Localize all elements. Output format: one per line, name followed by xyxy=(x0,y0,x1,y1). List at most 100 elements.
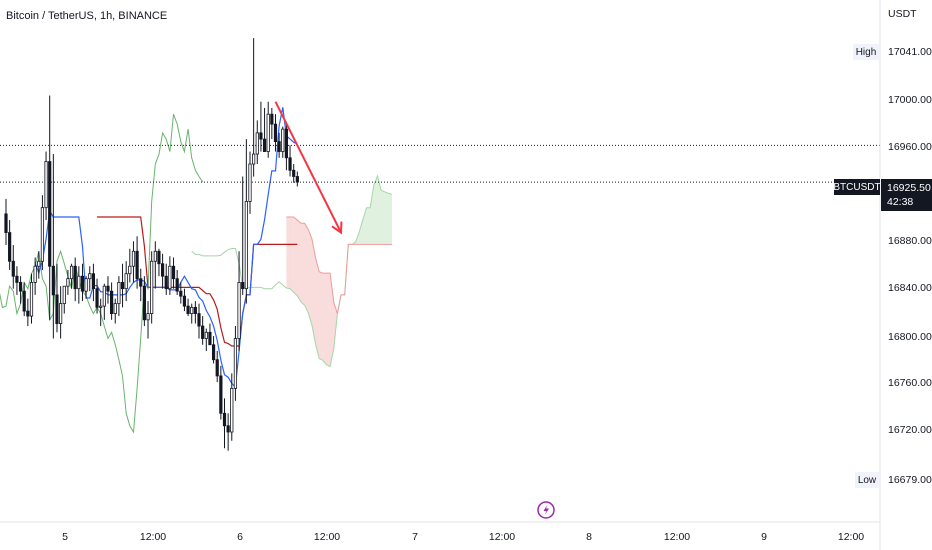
down-candle xyxy=(179,282,183,304)
candle-body xyxy=(201,325,205,339)
price-axis[interactable]: USDT 17041.00 17000.00 16960.00 16880.00… xyxy=(888,8,932,486)
down-candle xyxy=(48,95,52,320)
down-candle xyxy=(273,114,278,152)
candle-body xyxy=(102,285,106,307)
up-candle xyxy=(44,151,48,221)
up-candle xyxy=(237,251,241,351)
cloud-segment xyxy=(300,223,305,306)
candle-body xyxy=(222,412,227,427)
cloud-segment xyxy=(297,220,301,303)
down-candle xyxy=(142,276,146,327)
time-tick: 9 xyxy=(761,531,767,543)
candle-body xyxy=(124,273,128,290)
down-candle xyxy=(241,176,245,295)
time-axis[interactable]: 5 12:00 6 12:00 7 12:00 8 12:00 9 12:00 xyxy=(62,531,864,543)
candle-body xyxy=(270,113,274,125)
candle-body xyxy=(22,290,26,312)
candle-body xyxy=(226,425,230,433)
down-candle xyxy=(215,350,219,383)
candle-body xyxy=(139,278,143,287)
trend-arrow-head xyxy=(331,221,343,235)
time-tick: 12:00 xyxy=(314,531,340,543)
cloud-segment xyxy=(373,175,378,245)
down-candle xyxy=(55,263,59,333)
candle-body xyxy=(40,207,45,262)
candle-body xyxy=(153,250,157,262)
symbol-badge xyxy=(834,179,880,195)
leading-span-b xyxy=(286,216,392,314)
down-candle xyxy=(15,266,19,295)
down-candle xyxy=(95,278,99,314)
price-tick: 16679.00 xyxy=(888,474,932,486)
low-tag-label: Low xyxy=(858,475,877,486)
cloud-segment xyxy=(304,223,309,313)
leading-span-a xyxy=(191,174,393,368)
up-candle xyxy=(150,251,154,324)
candle-body xyxy=(241,282,245,290)
down-candle xyxy=(259,101,263,152)
candle-body xyxy=(66,278,70,287)
up-candle xyxy=(117,276,121,317)
candle-body xyxy=(208,331,212,346)
cloud-segment xyxy=(388,193,393,245)
base-line xyxy=(97,216,298,347)
candle-body xyxy=(193,306,197,314)
down-candle xyxy=(186,298,190,317)
candle-body xyxy=(281,128,285,152)
time-tick: 8 xyxy=(586,531,592,543)
candle-body xyxy=(244,201,248,290)
trend-arrow-line xyxy=(274,101,342,234)
candle-body xyxy=(18,282,23,292)
down-candle xyxy=(91,263,95,302)
time-tick: 7 xyxy=(412,531,418,543)
time-tick: 12:00 xyxy=(140,531,166,543)
up-candle xyxy=(230,373,234,441)
down-candle xyxy=(226,413,230,451)
candle-body xyxy=(33,265,37,283)
trend-arrow[interactable] xyxy=(274,101,343,235)
up-candle xyxy=(69,263,74,289)
symbol-badge-label: BTCUSDT xyxy=(833,182,880,193)
candle-body xyxy=(80,275,85,292)
price-tick: 17000.00 xyxy=(888,94,932,106)
candle-body xyxy=(37,260,41,267)
up-candle xyxy=(102,283,106,320)
candle-body xyxy=(160,263,165,277)
candle-body xyxy=(88,273,92,280)
candle-body xyxy=(252,153,256,165)
lagging-span xyxy=(0,114,204,434)
cloud-segment xyxy=(381,190,385,245)
cloud-segment xyxy=(377,175,382,245)
down-candle xyxy=(160,253,165,289)
cloud-segment xyxy=(319,271,323,361)
down-candle xyxy=(22,282,26,317)
cloud-segment xyxy=(290,217,294,293)
up-candle xyxy=(77,266,81,304)
up-candle xyxy=(66,269,70,295)
down-candle xyxy=(284,124,289,171)
down-candle xyxy=(73,257,77,302)
candle-body xyxy=(73,265,77,290)
event-marker[interactable] xyxy=(537,501,555,519)
up-candle xyxy=(99,298,103,327)
candle-body xyxy=(171,265,176,280)
candle-body xyxy=(29,282,34,317)
candle-body xyxy=(197,313,201,327)
candle-body xyxy=(273,123,278,142)
down-candle xyxy=(26,298,30,327)
down-candle xyxy=(80,263,85,302)
candles xyxy=(4,38,299,451)
ichimoku-cloud xyxy=(191,174,393,368)
candle-body xyxy=(266,113,270,152)
up-candle xyxy=(204,328,208,351)
candle-body xyxy=(179,290,183,297)
down-candle xyxy=(262,107,267,152)
symbol-title[interactable]: Bitcoin / TetherUS, 1h, BINANCE xyxy=(6,10,168,22)
candle-body xyxy=(186,305,190,314)
down-candle xyxy=(288,145,292,177)
down-candle xyxy=(292,164,296,183)
down-candle xyxy=(110,282,114,320)
down-candle xyxy=(120,263,125,308)
